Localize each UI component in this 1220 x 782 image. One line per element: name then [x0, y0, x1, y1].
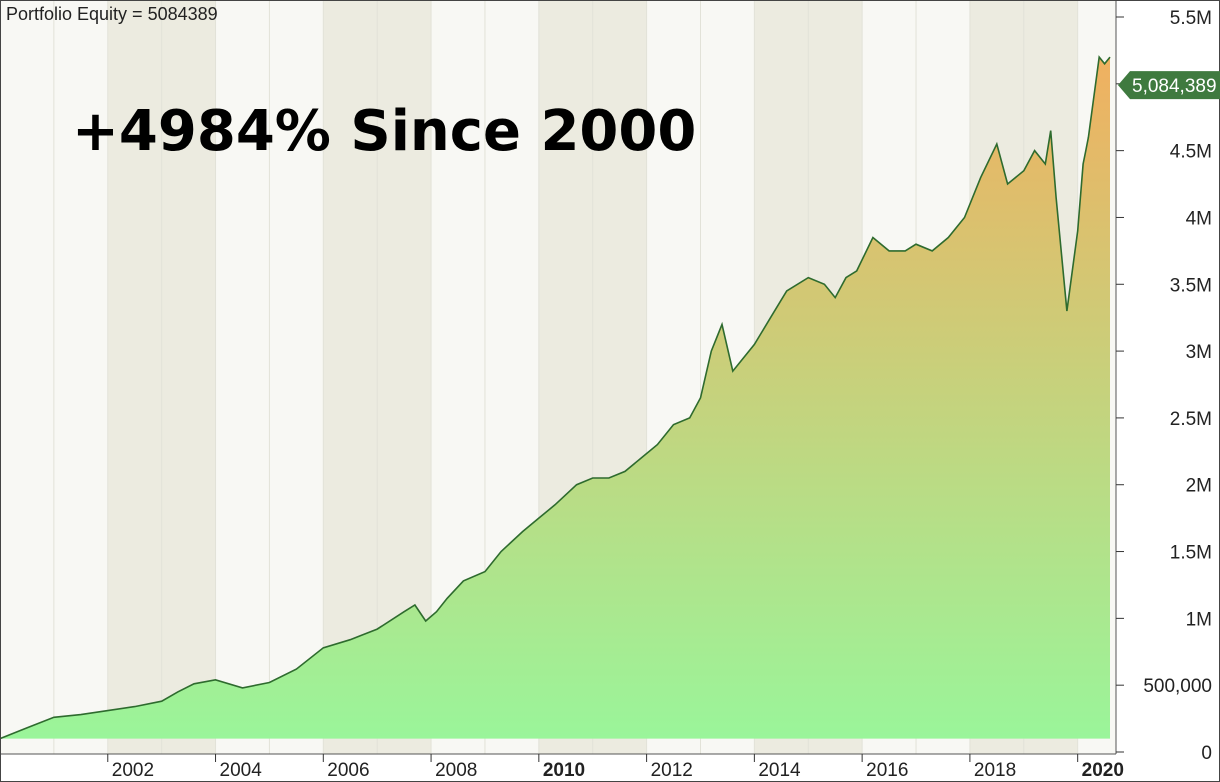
last-value-label: 5,084,389 [1132, 76, 1217, 97]
y-tick-label: 2.5M [1170, 409, 1212, 430]
y-tick-label: 3.5M [1170, 275, 1212, 296]
last-value-marker: 5,084,389 [1118, 71, 1220, 100]
x-tick-label: 2014 [758, 760, 801, 781]
x-tick-label: 2002 [112, 760, 154, 781]
x-axis-ticks: 2002 2004 2006 2008 2010 2012 2014 2016 2018 2020 [107, 754, 1124, 781]
chart-title: Portfolio Equity = 5084389 [6, 4, 218, 24]
last-value-badge [1118, 71, 1220, 100]
y-tick-label: 4M [1186, 208, 1212, 229]
y-tick-label: 5.5M [1170, 8, 1212, 29]
x-tick-label: 2012 [651, 760, 693, 781]
y-tick-label: 2M [1186, 476, 1212, 497]
y-tick-label: 1M [1186, 609, 1212, 630]
x-tick-label: 2018 [974, 760, 1016, 781]
y-tick-label: 1.5M [1170, 543, 1212, 564]
performance-annotation: +4984% Since 2000 [72, 99, 696, 164]
y-tick-label: 4.5M [1170, 142, 1212, 163]
equity-area [0, 57, 1110, 739]
x-tick-label: 2006 [327, 760, 369, 781]
x-tick-label: 2016 [866, 760, 908, 781]
y-tick-label: 0 [1201, 743, 1212, 764]
x-tick-label: 2004 [220, 760, 263, 781]
y-tick-label: 500,000 [1143, 676, 1212, 697]
y-tick-label: 3M [1186, 342, 1212, 363]
x-tick-label: 2020 [1082, 760, 1124, 781]
equity-line [0, 55, 1111, 740]
x-tick-label: 2008 [435, 760, 477, 781]
x-tick-label: 2010 [543, 760, 585, 781]
